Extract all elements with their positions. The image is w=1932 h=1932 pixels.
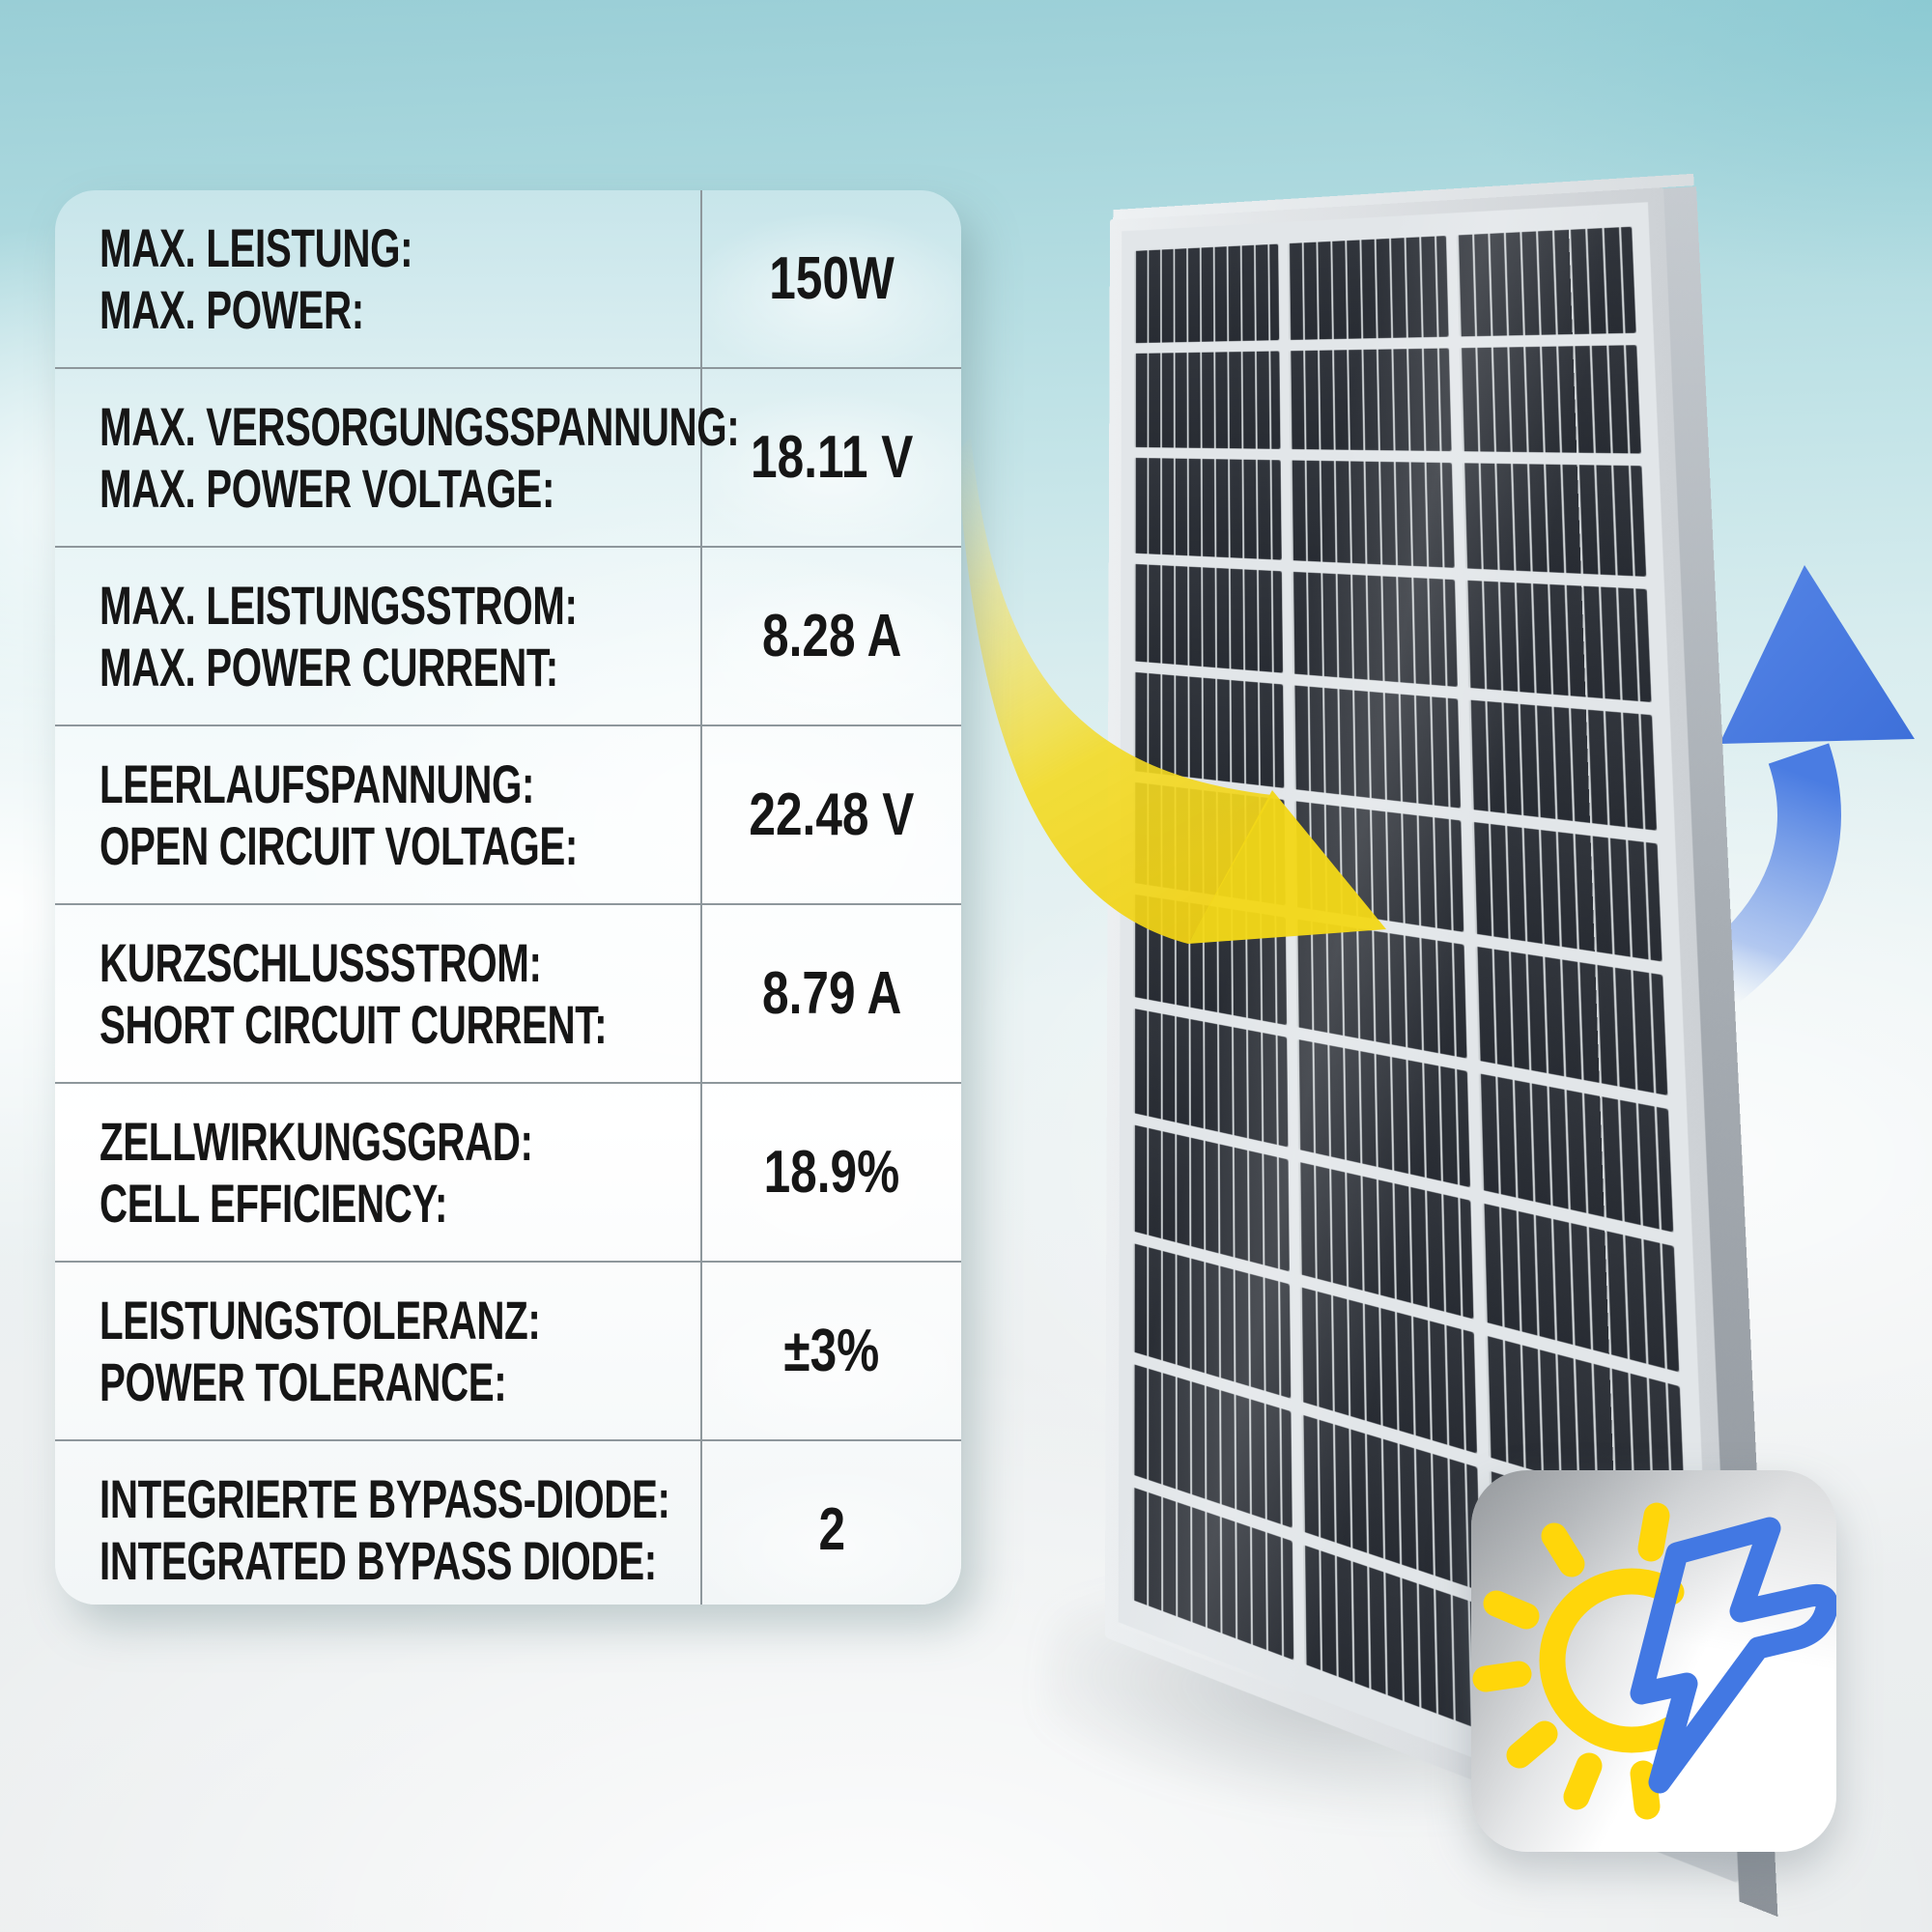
spec-value: ±3% <box>783 1317 880 1384</box>
spec-label-de: MAX. LEISTUNG: <box>99 216 413 278</box>
badge-icons <box>1472 1502 1836 1820</box>
spec-label-de: MAX. VERSORGUNGSSPANNUNG: <box>99 395 740 457</box>
spec-row: KURZSCHLUSSSTROM: SHORT CIRCUIT CURRENT:… <box>55 903 961 1082</box>
spec-value: 8.79 A <box>761 959 902 1027</box>
spec-value-cell: 2 <box>700 1441 961 1605</box>
spec-label-de: KURZSCHLUSSSTROM: <box>99 931 542 993</box>
sun-icon <box>1472 1502 1685 1820</box>
spec-row: INTEGRIERTE BYPASS-DIODE: INTEGRATED BYP… <box>55 1439 961 1605</box>
spec-label-en: MAX. POWER VOLTAGE: <box>99 457 555 519</box>
spec-value-cell: 8.79 A <box>700 905 961 1082</box>
spec-row: ZELLWIRKUNGSGRAD: CELL EFFICIENCY: 18.9% <box>55 1082 961 1261</box>
spec-value-cell: 18.11 V <box>700 369 961 546</box>
spec-label-de: LEISTUNGSTOLERANZ: <box>99 1289 541 1350</box>
spec-row: MAX. LEISTUNGSSTROM: MAX. POWER CURRENT:… <box>55 546 961 724</box>
spec-label: KURZSCHLUSSSTROM: SHORT CIRCUIT CURRENT: <box>55 905 700 1082</box>
spec-row: MAX. VERSORGUNGSSPANNUNG: MAX. POWER VOL… <box>55 367 961 546</box>
spec-label-en: INTEGRATED BYPASS DIODE: <box>99 1529 657 1591</box>
spec-label: MAX. LEISTUNG: MAX. POWER: <box>55 190 700 367</box>
spec-label-en: MAX. POWER: <box>99 278 364 340</box>
spec-table: MAX. LEISTUNG: MAX. POWER: 150W MAX. VER… <box>55 190 961 1605</box>
spec-label-en: POWER TOLERANCE: <box>99 1350 507 1412</box>
spec-value-cell: 22.48 V <box>700 726 961 903</box>
spec-value: 18.11 V <box>750 423 914 491</box>
spec-label-de: ZELLWIRKUNGSGRAD: <box>99 1110 533 1172</box>
spec-row: LEERLAUFSPANNUNG: OPEN CIRCUIT VOLTAGE: … <box>55 724 961 903</box>
spec-label: INTEGRIERTE BYPASS-DIODE: INTEGRATED BYP… <box>55 1441 700 1605</box>
spec-label-en: CELL EFFICIENCY: <box>99 1172 448 1234</box>
spec-row: MAX. LEISTUNG: MAX. POWER: 150W <box>55 190 961 367</box>
spec-label: LEERLAUFSPANNUNG: OPEN CIRCUIT VOLTAGE: <box>55 726 700 903</box>
spec-label-en: SHORT CIRCUIT CURRENT: <box>99 993 608 1055</box>
spec-label-en: MAX. POWER CURRENT: <box>99 636 558 697</box>
spec-value-cell: 18.9% <box>700 1084 961 1261</box>
spec-value: 22.48 V <box>749 781 915 848</box>
spec-value: 2 <box>818 1495 845 1563</box>
spec-value-cell: ±3% <box>700 1263 961 1439</box>
spec-label: MAX. VERSORGUNGSSPANNUNG: MAX. POWER VOL… <box>55 369 740 546</box>
spec-label-en: OPEN CIRCUIT VOLTAGE: <box>99 814 578 876</box>
spec-value: 8.28 A <box>761 602 902 669</box>
solar-energy-badge <box>1471 1470 1836 1852</box>
spec-label: LEISTUNGSTOLERANZ: POWER TOLERANCE: <box>55 1263 700 1439</box>
spec-label-de: MAX. LEISTUNGSSTROM: <box>99 574 578 636</box>
lightning-bolt-icon <box>1630 1517 1836 1794</box>
spec-value-cell: 150W <box>700 190 961 367</box>
spec-row: LEISTUNGSTOLERANZ: POWER TOLERANCE: ±3% <box>55 1261 961 1439</box>
spec-value-cell: 8.28 A <box>700 548 961 724</box>
spec-label-de: INTEGRIERTE BYPASS-DIODE: <box>99 1467 670 1529</box>
spec-label-de: LEERLAUFSPANNUNG: <box>99 753 535 814</box>
spec-value: 150W <box>769 244 895 312</box>
spec-value: 18.9% <box>763 1138 900 1206</box>
spec-label: MAX. LEISTUNGSSTROM: MAX. POWER CURRENT: <box>55 548 700 724</box>
spec-label: ZELLWIRKUNGSGRAD: CELL EFFICIENCY: <box>55 1084 700 1261</box>
